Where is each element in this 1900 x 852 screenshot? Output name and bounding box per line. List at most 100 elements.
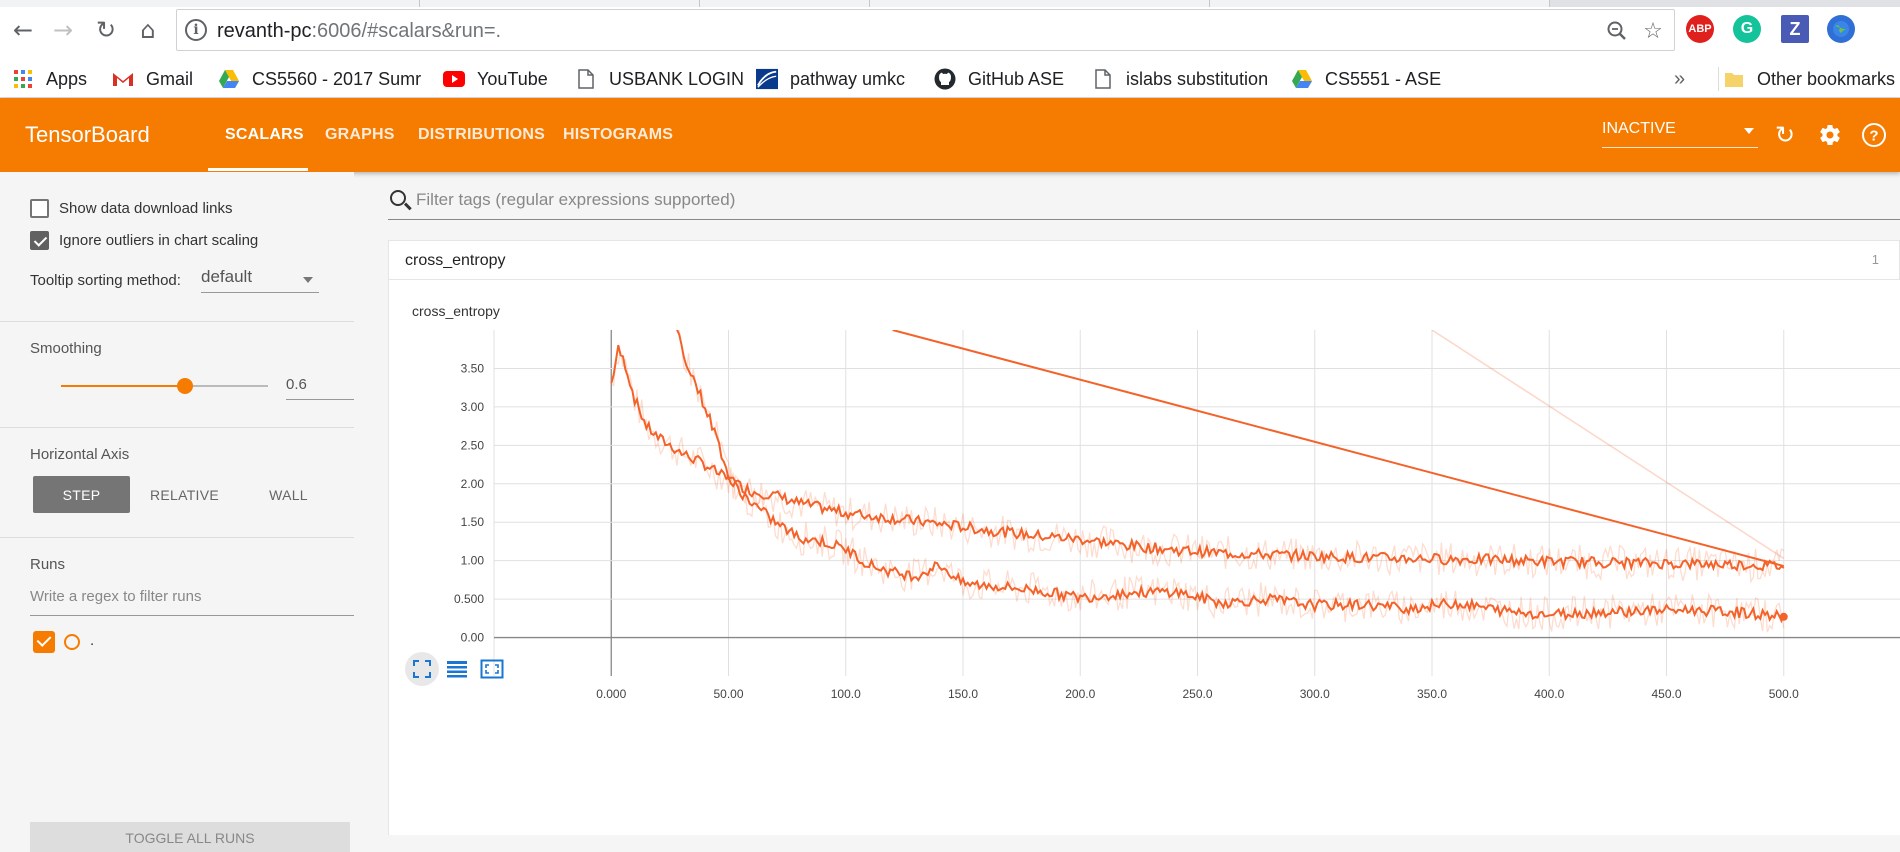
- bookmark-label: pathway umkc: [790, 68, 906, 89]
- axis-relative-button[interactable]: RELATIVE: [149, 486, 220, 503]
- browser-toolbar: ← → ↻ ⌂ i revanth-pc:6006/#scalars&run=.…: [0, 0, 1900, 60]
- bookmark-label: islabs substitution: [1126, 68, 1269, 89]
- tab-distributions[interactable]: DISTRIBUTIONS: [418, 126, 546, 143]
- browser-tab[interactable]: [700, 0, 870, 7]
- category-header[interactable]: cross_entropy 1: [388, 240, 1900, 280]
- expand-chart-icon[interactable]: [475, 652, 509, 686]
- reload-icon[interactable]: ↻: [95, 16, 117, 44]
- y-tick-label: 3.50: [461, 361, 485, 375]
- github-icon: [934, 68, 956, 90]
- adblock-icon[interactable]: ABP: [1686, 15, 1714, 43]
- address-bar[interactable]: i revanth-pc:6006/#scalars&run=. ☆: [176, 9, 1675, 51]
- run-color-circle[interactable]: [64, 634, 80, 650]
- ignore-outliers-label: Ignore outliers in chart scaling: [59, 232, 259, 249]
- zoom-icon[interactable]: [1604, 18, 1630, 44]
- bookmark-apps[interactable]: Apps: [12, 67, 87, 91]
- bookmark-youtube[interactable]: YouTube: [443, 67, 548, 91]
- chart-card: cross_entropy 0.000 50.00 100.0 150.0 200.0 2…: [388, 280, 1900, 835]
- bookmark-label: GitHub ASE: [968, 68, 1065, 89]
- status-text: INACTIVE: [1602, 120, 1676, 137]
- url-text[interactable]: revanth-pc:6006/#scalars&run=.: [217, 20, 501, 43]
- smoothing-slider-fill: [61, 385, 186, 387]
- adblock-label: ABP: [1688, 23, 1712, 35]
- browser-tab[interactable]: [420, 0, 700, 7]
- url-path: :6006/#scalars&run=.: [311, 20, 502, 42]
- axis-step-button[interactable]: STEP: [33, 476, 130, 513]
- series-smoothed-line: [610, 344, 1785, 572]
- info-icon[interactable]: i: [185, 19, 207, 41]
- browser-tab[interactable]: [870, 0, 1210, 7]
- youtube-icon: [443, 68, 465, 90]
- tab-graphs[interactable]: GRAPHS: [325, 126, 395, 143]
- chart-title: cross_entropy: [412, 303, 500, 319]
- run-checkbox[interactable]: [33, 631, 55, 653]
- app-title: TensorBoard: [25, 122, 150, 147]
- star-icon[interactable]: ☆: [1643, 18, 1663, 44]
- back-icon[interactable]: ←: [12, 16, 34, 44]
- drive-icon: [218, 68, 240, 90]
- divider: [0, 321, 354, 322]
- bookmark-other[interactable]: Other bookmarks: [1723, 67, 1895, 91]
- bookmark-label: Other bookmarks: [1757, 68, 1896, 89]
- browser-tab[interactable]: [0, 0, 420, 7]
- zotero-icon[interactable]: Z: [1781, 15, 1809, 43]
- globe-icon[interactable]: [1827, 15, 1855, 43]
- x-tick-label: 250.0: [1182, 687, 1212, 700]
- gear-icon[interactable]: [1816, 121, 1844, 149]
- bookmark-github[interactable]: GitHub ASE: [934, 67, 1064, 91]
- active-tab-indicator: [208, 168, 308, 171]
- refresh-icon[interactable]: ↻: [1774, 121, 1796, 149]
- y-tick-label: 0.500: [454, 592, 484, 606]
- fit-domain-icon[interactable]: [405, 652, 439, 686]
- x-tick-label: 300.0: [1300, 687, 1330, 700]
- bookmark-label: CS5551 - ASE: [1325, 68, 1442, 89]
- smoothing-slider-handle[interactable]: [177, 378, 194, 394]
- smoothing-input[interactable]: 0.6: [286, 372, 354, 400]
- url-host: revanth-pc: [217, 20, 312, 42]
- y-tick-label: 1.50: [461, 515, 485, 529]
- tab-histograms[interactable]: HISTOGRAMS: [563, 126, 674, 143]
- show-download-checkbox[interactable]: [30, 199, 49, 218]
- bookmark-label: Gmail: [146, 68, 194, 89]
- bookmark-label: Apps: [46, 68, 88, 89]
- axis-wall-button[interactable]: WALL: [269, 486, 308, 503]
- zotero-label: Z: [1789, 18, 1801, 39]
- bookmark-gmail[interactable]: Gmail: [112, 67, 193, 91]
- help-icon[interactable]: ?: [1860, 121, 1888, 149]
- chart-plot[interactable]: 0.000 50.00 100.0 150.0 200.0 250.0 300.0 350.0…: [389, 280, 1900, 700]
- divider: [0, 427, 354, 428]
- runs-filter-input[interactable]: Write a regex to filter runs: [30, 588, 354, 616]
- tag-filter-placeholder: Filter tags (regular expressions support…: [416, 190, 736, 209]
- tooltip-sorting-label: Tooltip sorting method:: [30, 272, 181, 289]
- divider: [0, 537, 354, 538]
- y-tick-label: 1.00: [461, 554, 485, 568]
- bookmark-cs5551[interactable]: CS5551 - ASE: [1291, 67, 1441, 91]
- gmail-icon: [112, 68, 134, 90]
- ignore-outliers-checkbox[interactable]: [30, 231, 49, 250]
- series-smoothed-line: [676, 330, 1785, 624]
- bookmarks-overflow[interactable]: »: [1674, 67, 1686, 90]
- log-scale-icon[interactable]: [440, 652, 474, 686]
- tab-strip: [0, 0, 1900, 7]
- bookmark-usbank[interactable]: USBANK LOGIN: [575, 67, 744, 91]
- grammarly-icon[interactable]: G: [1733, 15, 1761, 43]
- toggle-all-runs-button[interactable]: TOGGLE ALL RUNS: [30, 822, 350, 852]
- series-wrap-raw-line: [1431, 330, 1785, 560]
- tag-filter-input[interactable]: Filter tags (regular expressions support…: [388, 184, 1900, 220]
- bookmark-pathway[interactable]: pathway umkc: [756, 67, 905, 91]
- smoothing-slider[interactable]: [61, 378, 268, 394]
- series-raw-line: [678, 330, 1785, 633]
- status-dropdown[interactable]: INACTIVE: [1602, 120, 1758, 148]
- forward-icon[interactable]: →: [52, 16, 74, 44]
- home-icon[interactable]: ⌂: [140, 16, 156, 44]
- x-tick-label: 50.00: [713, 687, 743, 700]
- browser-tab[interactable]: [1210, 0, 1550, 7]
- tooltip-sorting-dropdown[interactable]: default: [201, 267, 319, 293]
- bookmark-islabs[interactable]: islabs substitution: [1092, 67, 1268, 91]
- x-tick-label: 400.0: [1534, 687, 1564, 700]
- bookmarks-bar: Apps Gmail CS5560 - 2017 Sumr YouTube US…: [0, 60, 1900, 98]
- tab-scalars[interactable]: SCALARS: [225, 126, 304, 143]
- page-icon: [1092, 68, 1114, 90]
- bookmark-cs5560[interactable]: CS5560 - 2017 Sumr: [218, 67, 421, 91]
- x-tick-label: 450.0: [1651, 687, 1681, 700]
